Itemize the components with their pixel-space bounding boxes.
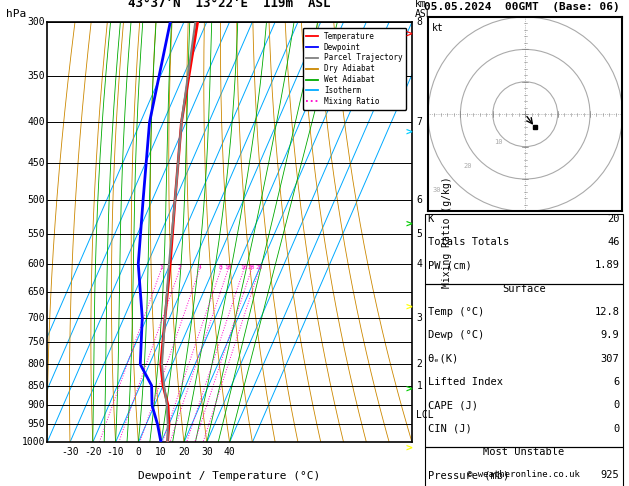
- Text: >: >: [406, 384, 412, 394]
- Text: 400: 400: [28, 117, 45, 127]
- Text: 450: 450: [28, 158, 45, 169]
- Text: 1: 1: [159, 265, 163, 270]
- Text: 1.89: 1.89: [594, 260, 620, 271]
- Text: 43°37'N  13°22'E  119m  ASL: 43°37'N 13°22'E 119m ASL: [128, 0, 331, 10]
- Text: Mixing Ratio (g/kg): Mixing Ratio (g/kg): [442, 176, 452, 288]
- Text: 700: 700: [28, 312, 45, 323]
- Text: 550: 550: [28, 228, 45, 239]
- Text: 1000: 1000: [22, 437, 45, 447]
- Text: >: >: [406, 219, 412, 228]
- Text: 1: 1: [416, 381, 422, 391]
- Text: 0: 0: [613, 424, 620, 434]
- Text: 30: 30: [201, 447, 213, 457]
- Text: kt: kt: [432, 23, 443, 33]
- Text: 2: 2: [416, 359, 422, 369]
- Text: >: >: [406, 442, 412, 452]
- Text: Dewp (°C): Dewp (°C): [428, 330, 484, 341]
- Text: -30: -30: [61, 447, 79, 457]
- Text: 9.9: 9.9: [601, 330, 620, 341]
- Text: >: >: [406, 29, 412, 39]
- Text: 30: 30: [433, 187, 442, 193]
- Text: 20: 20: [464, 163, 472, 169]
- Text: 7: 7: [416, 117, 422, 127]
- Text: km
ASL: km ASL: [415, 0, 433, 19]
- Text: 8: 8: [416, 17, 422, 27]
- Text: >: >: [406, 301, 412, 311]
- Text: 6: 6: [416, 195, 422, 205]
- Text: 5: 5: [416, 228, 422, 239]
- Text: θₑ(K): θₑ(K): [428, 354, 459, 364]
- Text: 4: 4: [416, 259, 422, 269]
- Text: Most Unstable: Most Unstable: [483, 447, 564, 457]
- Text: -10: -10: [107, 447, 125, 457]
- Text: -20: -20: [84, 447, 102, 457]
- Text: 307: 307: [601, 354, 620, 364]
- Text: CAPE (J): CAPE (J): [428, 400, 477, 411]
- Text: 900: 900: [28, 400, 45, 411]
- Text: hPa: hPa: [6, 9, 26, 19]
- Text: CIN (J): CIN (J): [428, 424, 472, 434]
- Text: 600: 600: [28, 259, 45, 269]
- Text: 16: 16: [240, 265, 247, 270]
- Text: 40: 40: [224, 447, 235, 457]
- Text: 300: 300: [28, 17, 45, 27]
- Text: 650: 650: [28, 287, 45, 297]
- Text: 850: 850: [28, 381, 45, 391]
- Text: 950: 950: [28, 419, 45, 429]
- Text: Lifted Index: Lifted Index: [428, 377, 503, 387]
- Text: 0: 0: [613, 400, 620, 411]
- Text: 6: 6: [613, 377, 620, 387]
- Legend: Temperature, Dewpoint, Parcel Trajectory, Dry Adiabat, Wet Adiabat, Isotherm, Mi: Temperature, Dewpoint, Parcel Trajectory…: [303, 28, 406, 110]
- Text: © weatheronline.co.uk: © weatheronline.co.uk: [467, 469, 580, 479]
- Text: 10: 10: [225, 265, 231, 270]
- Text: Temp (°C): Temp (°C): [428, 307, 484, 317]
- Text: 500: 500: [28, 195, 45, 205]
- Text: 10: 10: [494, 139, 503, 144]
- Text: 46: 46: [607, 237, 620, 247]
- Text: LCL: LCL: [416, 410, 434, 420]
- Text: Surface: Surface: [502, 284, 545, 294]
- Text: 25: 25: [255, 265, 263, 270]
- Text: PW (cm): PW (cm): [428, 260, 472, 271]
- Text: >: >: [406, 126, 412, 136]
- Text: 800: 800: [28, 359, 45, 369]
- Text: 8: 8: [219, 265, 223, 270]
- Text: 925: 925: [601, 470, 620, 481]
- Text: Pressure (mb): Pressure (mb): [428, 470, 509, 481]
- Text: Totals Totals: Totals Totals: [428, 237, 509, 247]
- Text: 0: 0: [135, 447, 142, 457]
- Text: Dewpoint / Temperature (°C): Dewpoint / Temperature (°C): [138, 471, 321, 481]
- Text: 20: 20: [607, 214, 620, 224]
- Text: 3: 3: [416, 312, 422, 323]
- Text: 05.05.2024  00GMT  (Base: 06): 05.05.2024 00GMT (Base: 06): [424, 2, 620, 13]
- Text: 2: 2: [178, 265, 182, 270]
- Text: 20: 20: [178, 447, 190, 457]
- Text: 10: 10: [155, 447, 167, 457]
- Text: 4: 4: [198, 265, 201, 270]
- Text: 350: 350: [28, 70, 45, 81]
- Text: 750: 750: [28, 337, 45, 347]
- Text: 20: 20: [248, 265, 255, 270]
- Text: 12.8: 12.8: [594, 307, 620, 317]
- Text: K: K: [428, 214, 434, 224]
